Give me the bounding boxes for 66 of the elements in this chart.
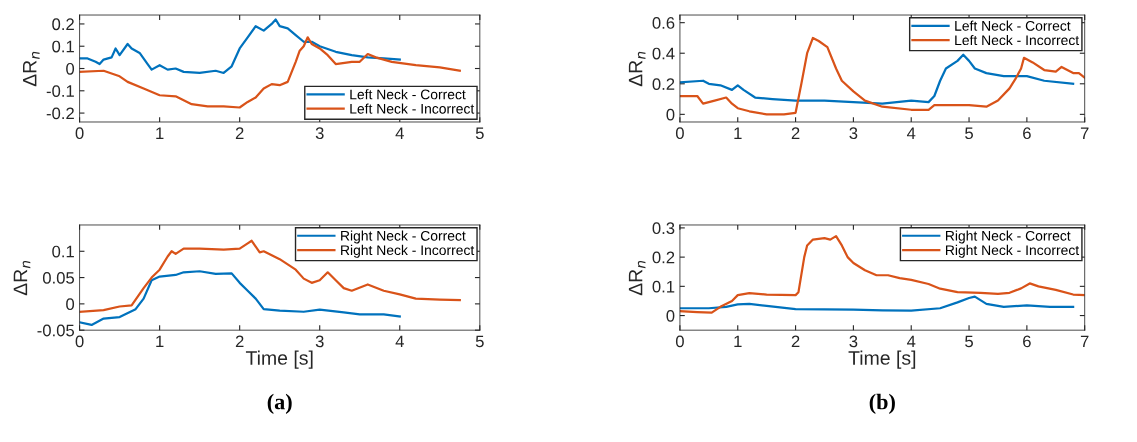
y-tick-label: 0.05 bbox=[42, 271, 75, 284]
x-axis-title: Time [s] bbox=[245, 350, 313, 369]
x-tick-label: 6 bbox=[1023, 127, 1031, 140]
legend-label: Right Neck - Incorrect bbox=[341, 244, 475, 258]
x-tick-label: 5 bbox=[475, 127, 484, 140]
legend-label: Right Neck - Incorrect bbox=[945, 244, 1080, 258]
y-tick-label: 0 bbox=[66, 298, 75, 311]
x-tick-label: 7 bbox=[1080, 127, 1089, 139]
y-tick-label: 0 bbox=[66, 62, 75, 75]
y-tick-label: 0 bbox=[666, 108, 675, 121]
x-tick-label: 0 bbox=[675, 335, 684, 348]
x-tick-label: 2 bbox=[235, 127, 244, 139]
y-tick-label: 0.2 bbox=[652, 251, 675, 264]
y-axis-title: ΔR$_{n}$ bbox=[23, 51, 40, 87]
y-axis-title: ΔR$_{n}$ bbox=[628, 260, 646, 296]
x-axis-title: Time [s] bbox=[848, 350, 916, 369]
x-tick-label: 3 bbox=[849, 335, 858, 348]
line-series bbox=[679, 53, 1075, 105]
x-tick-label: 4 bbox=[906, 127, 916, 139]
legend-label: Right Neck - Correct bbox=[945, 230, 1071, 244]
text: (b) bbox=[869, 393, 895, 414]
x-tick-label: 3 bbox=[849, 127, 858, 140]
x-tick-label: 0 bbox=[75, 127, 84, 140]
line-series bbox=[79, 270, 401, 327]
x-tick-label: 4 bbox=[906, 335, 916, 348]
x-tick-label: 5 bbox=[965, 127, 973, 140]
legend-label: Right Neck - Correct bbox=[341, 230, 466, 244]
x-tick-label: 2 bbox=[791, 335, 800, 348]
legend-label: Left Neck - Incorrect bbox=[350, 103, 475, 114]
x-tick-label: 4 bbox=[395, 127, 404, 139]
text: (a) bbox=[267, 393, 292, 414]
x-tick-label: 1 bbox=[734, 335, 742, 348]
y-axis-title: ΔR$_{n}$ bbox=[13, 260, 31, 296]
x-tick-label: 3 bbox=[315, 335, 324, 348]
y-tick-label: 0.3 bbox=[652, 222, 675, 235]
y-tick-label: 0.1 bbox=[52, 245, 74, 258]
line-series bbox=[679, 36, 1085, 116]
y-tick-label: 0.1 bbox=[652, 280, 675, 293]
x-tick-label: 5 bbox=[475, 335, 484, 348]
x-tick-label: 4 bbox=[395, 335, 404, 348]
y-tick-label: 0.4 bbox=[652, 47, 675, 60]
x-tick-label: 2 bbox=[791, 127, 800, 139]
y-tick-label: 0.1 bbox=[52, 40, 74, 53]
y-tick-label: -0.05 bbox=[37, 324, 75, 337]
y-tick-label: 0 bbox=[666, 309, 675, 322]
legend-label: Left Neck - Incorrect bbox=[955, 34, 1080, 46]
y-tick-label: 0.2 bbox=[652, 78, 675, 90]
y-tick-label: 0.2 bbox=[52, 18, 74, 31]
x-tick-label: 7 bbox=[1080, 335, 1089, 348]
x-tick-label: 1 bbox=[734, 127, 742, 139]
x-tick-label: 6 bbox=[1023, 335, 1031, 348]
y-axis-title: ΔR$_{n}$ bbox=[628, 51, 646, 87]
x-tick-label: 3 bbox=[315, 127, 324, 140]
x-tick-label: 2 bbox=[235, 335, 244, 348]
y-tick-label: 0.6 bbox=[652, 17, 675, 29]
x-tick-label: 0 bbox=[75, 335, 84, 348]
x-tick-label: 5 bbox=[965, 335, 973, 348]
legend-label: Left Neck - Correct bbox=[955, 20, 1071, 31]
y-tick-label: -0.1 bbox=[46, 85, 74, 97]
line-series bbox=[679, 295, 1075, 312]
x-tick-label: 1 bbox=[156, 127, 164, 139]
legend-label: Left Neck - Correct bbox=[350, 89, 466, 100]
y-tick-label: -0.2 bbox=[46, 107, 74, 120]
line-series bbox=[79, 18, 401, 75]
x-tick-label: 1 bbox=[156, 335, 164, 348]
x-tick-label: 0 bbox=[675, 127, 684, 140]
